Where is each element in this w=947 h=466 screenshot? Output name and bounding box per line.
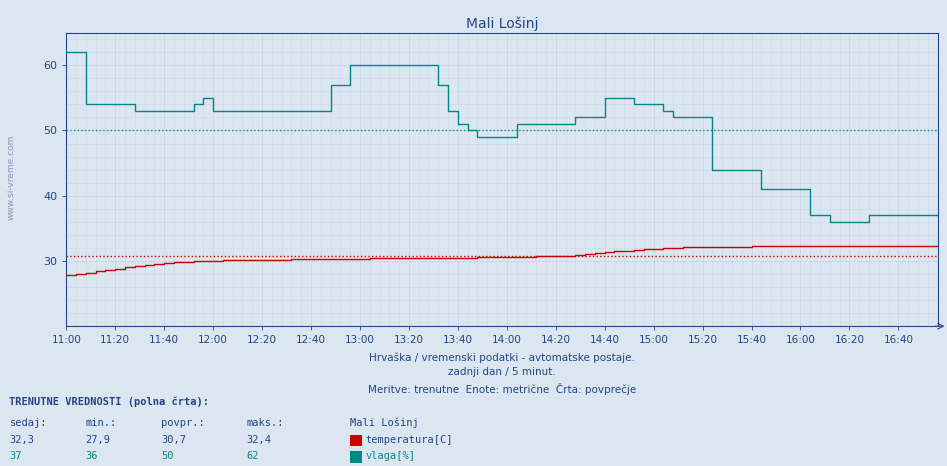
- Text: temperatura[C]: temperatura[C]: [366, 435, 453, 445]
- Text: 36: 36: [85, 451, 98, 461]
- Text: maks.:: maks.:: [246, 418, 284, 428]
- Text: vlaga[%]: vlaga[%]: [366, 451, 416, 461]
- Text: TRENUTNE VREDNOSTI (polna črta):: TRENUTNE VREDNOSTI (polna črta):: [9, 397, 209, 407]
- Title: Mali Lošinj: Mali Lošinj: [466, 17, 538, 31]
- X-axis label: Hrvaška / vremenski podatki - avtomatske postaje.
zadnji dan / 5 minut.
Meritve:: Hrvaška / vremenski podatki - avtomatske…: [367, 352, 636, 396]
- Text: www.si-vreme.com: www.si-vreme.com: [7, 134, 16, 220]
- Text: 62: 62: [246, 451, 259, 461]
- Text: 32,3: 32,3: [9, 435, 34, 445]
- Text: 30,7: 30,7: [161, 435, 186, 445]
- Text: 37: 37: [9, 451, 22, 461]
- Text: Mali Lošinj: Mali Lošinj: [350, 418, 420, 428]
- Text: sedaj:: sedaj:: [9, 418, 47, 428]
- Text: 50: 50: [161, 451, 173, 461]
- Text: min.:: min.:: [85, 418, 116, 428]
- Text: povpr.:: povpr.:: [161, 418, 205, 428]
- Text: 27,9: 27,9: [85, 435, 110, 445]
- Text: 32,4: 32,4: [246, 435, 271, 445]
